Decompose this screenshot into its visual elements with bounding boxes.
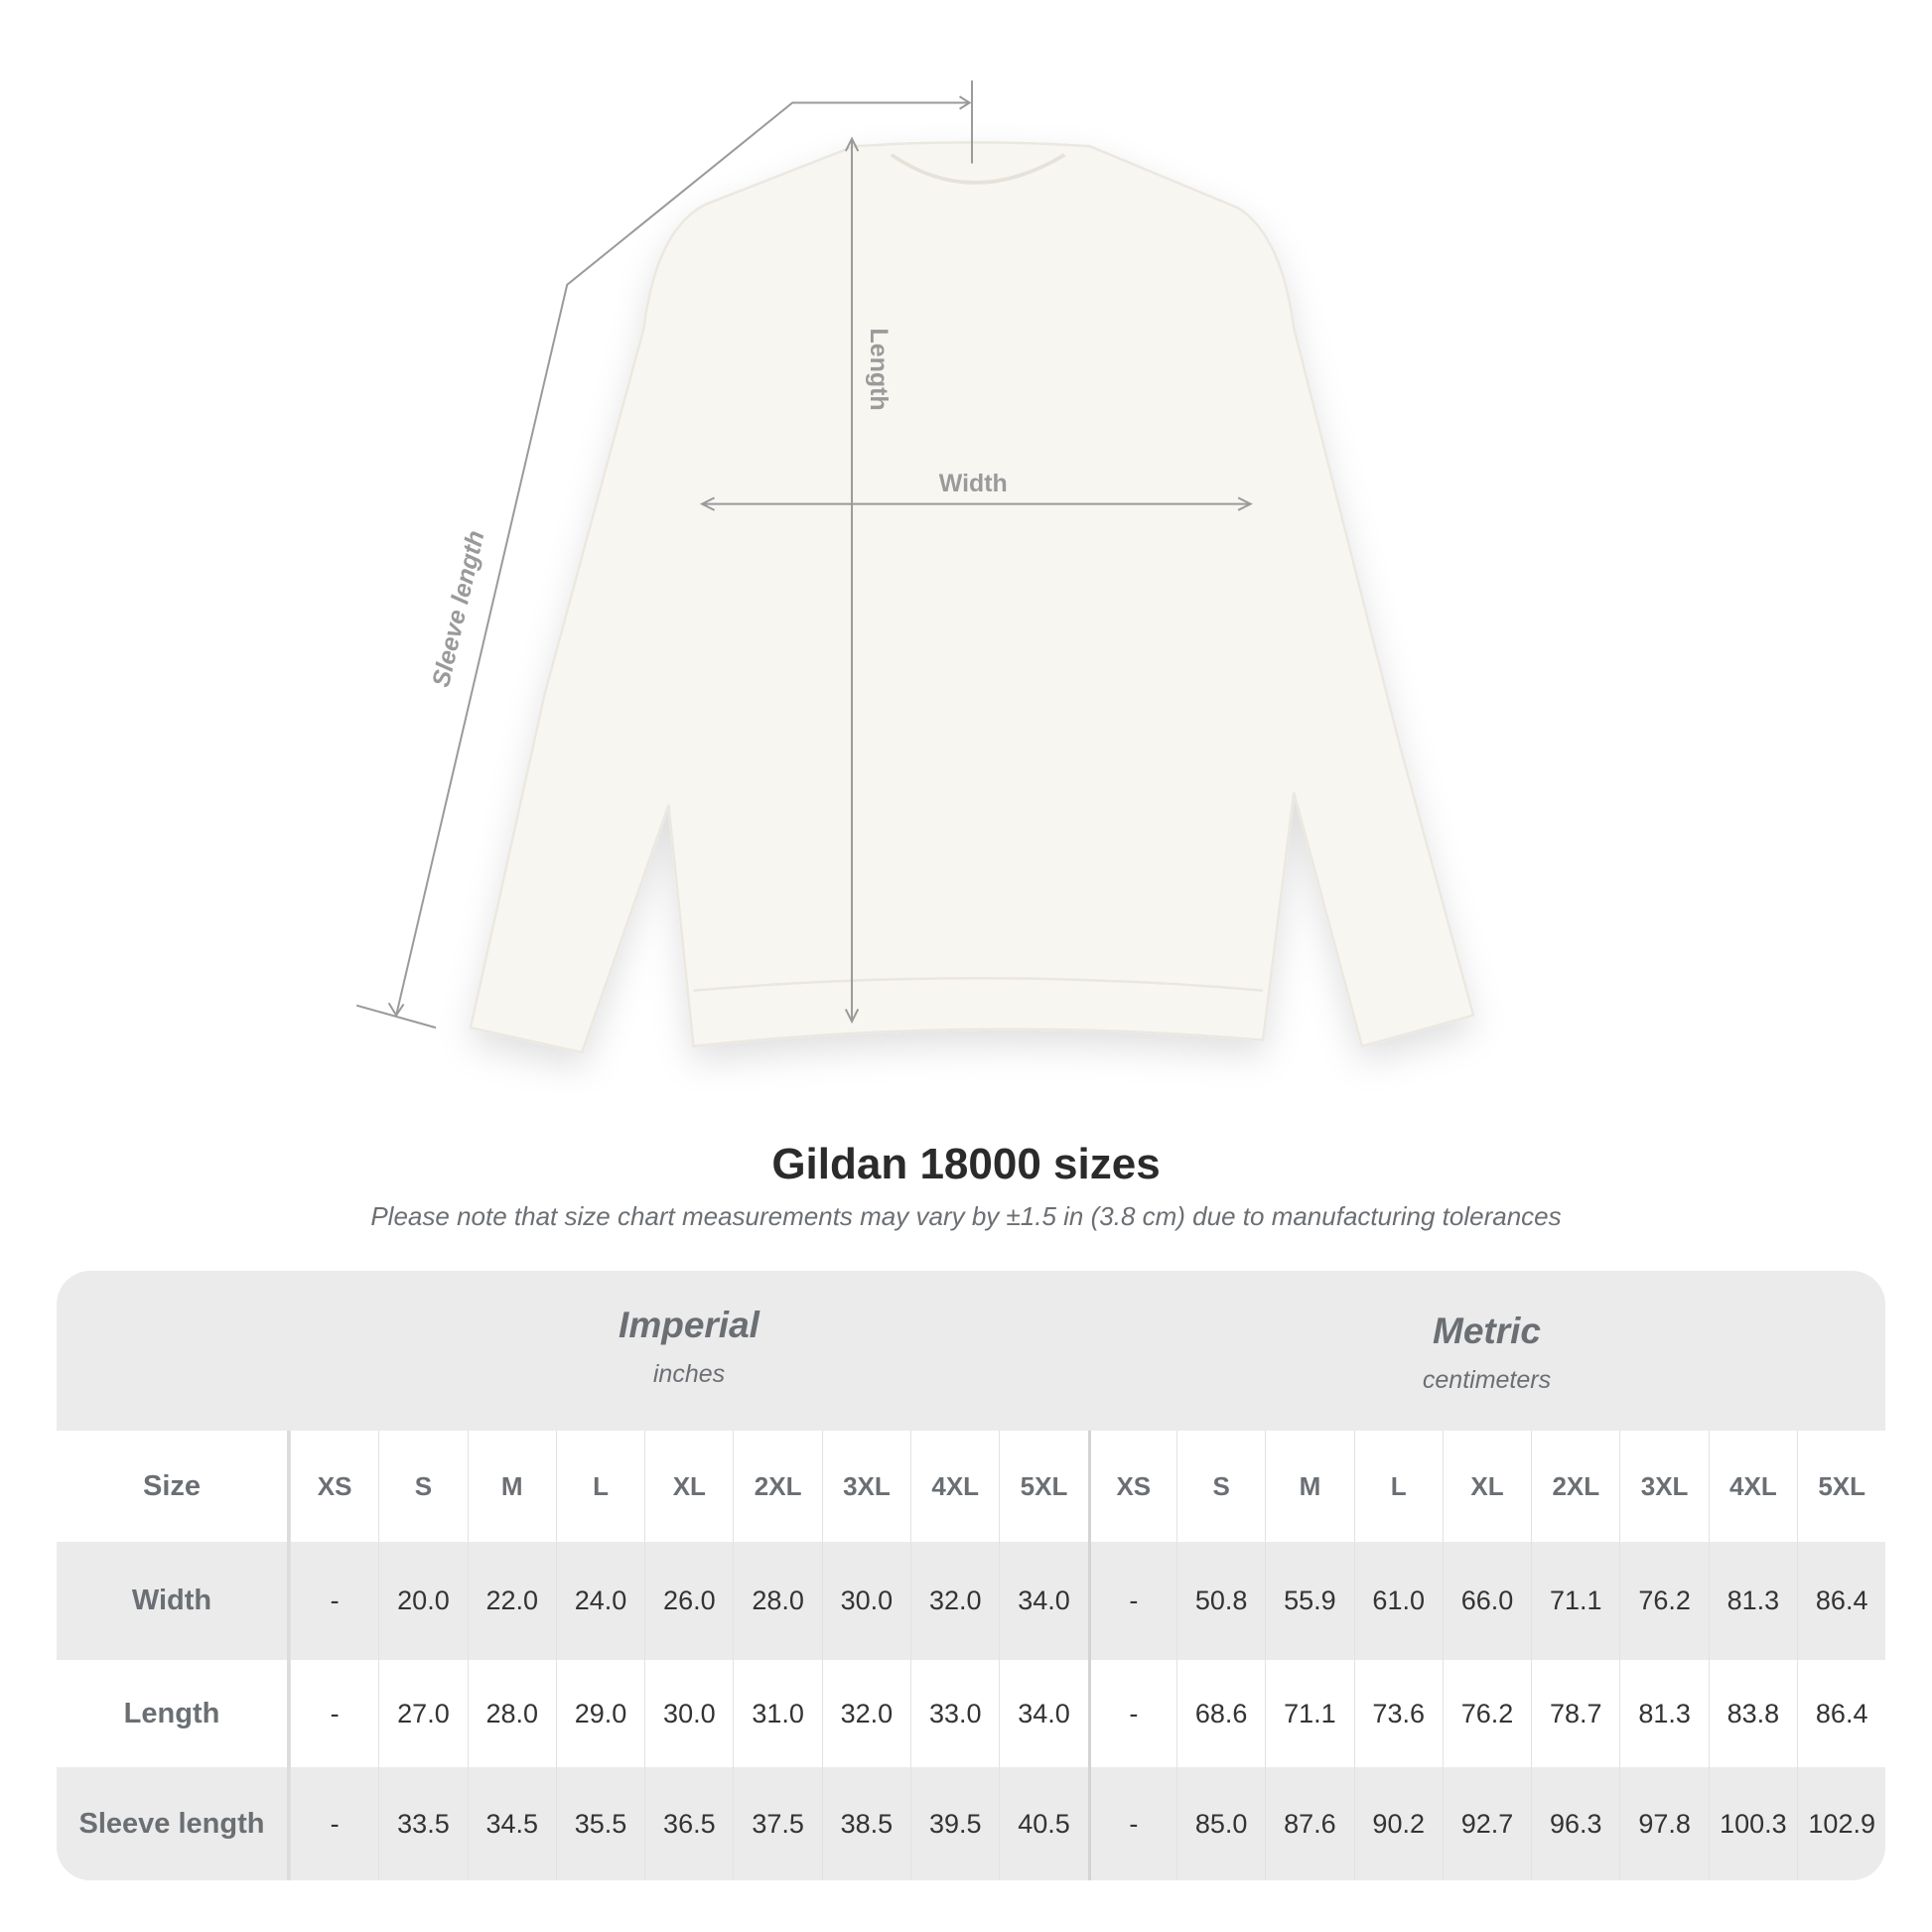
table-cell: 87.6 <box>1265 1767 1353 1880</box>
table-cell: 81.3 <box>1619 1660 1708 1767</box>
size-header-cell: XL <box>1442 1431 1531 1542</box>
table-row: Width -20.0 22.0 24.0 26.0 28.0 30.0 32.0 34.0-5… <box>57 1542 1885 1660</box>
imperial-header: Imperial inches <box>619 1305 759 1388</box>
table-cell: 32.0 <box>821 1660 910 1767</box>
table-cell: 39.5 <box>910 1767 999 1880</box>
size-header-cell: 3XL <box>1619 1431 1708 1542</box>
size-header-cell: 5XL <box>999 1431 1087 1542</box>
table-cell: 97.8 <box>1619 1767 1708 1880</box>
metric-header: Metric centimeters <box>1422 1311 1552 1394</box>
table-cell: 30.0 <box>644 1660 733 1767</box>
size-header-row: Size XS S M L XL 2XL 3XL 4XL 5XL XS S M L XL 2XL 3XL 4XL… <box>57 1431 1885 1542</box>
table-cell: 96.3 <box>1531 1767 1619 1880</box>
table-cell: 83.8 <box>1708 1660 1797 1767</box>
table-cell: 76.2 <box>1442 1660 1531 1767</box>
size-label: Size <box>57 1431 290 1542</box>
length-label: Length <box>865 328 893 410</box>
table-cell: - <box>1087 1767 1176 1880</box>
table-cell: 26.0 <box>644 1542 733 1660</box>
table-cell: 76.2 <box>1619 1542 1708 1660</box>
size-header-cell: XS <box>1087 1431 1176 1542</box>
row-band <box>57 1542 1885 1660</box>
table-cell: 66.0 <box>1442 1542 1531 1660</box>
table-row: Length -27.0 28.0 29.0 30.0 31.0 32.0 33.0 34.0-… <box>57 1660 1885 1767</box>
sweatshirt-image <box>469 141 1475 1054</box>
table-cell: 35.5 <box>555 1767 644 1880</box>
width-label: Width <box>939 470 1008 497</box>
table-cell: 90.2 <box>1353 1767 1443 1880</box>
table-cell: 37.5 <box>733 1767 821 1880</box>
table-cell: 27.0 <box>378 1660 467 1767</box>
table-cell: 71.1 <box>1265 1660 1353 1767</box>
table-cell: - <box>290 1660 378 1767</box>
table-cell: 34.0 <box>999 1660 1087 1767</box>
table-cell: - <box>290 1542 378 1660</box>
tolerance-note: Please note that size chart measurements… <box>370 1201 1562 1231</box>
size-header-cell: L <box>1353 1431 1443 1542</box>
size-header-cell: 3XL <box>821 1431 910 1542</box>
table-cell: 81.3 <box>1708 1542 1797 1660</box>
size-header-cell: 5XL <box>1797 1431 1885 1542</box>
row-label: Width <box>57 1542 290 1660</box>
table-cell: 50.8 <box>1175 1542 1265 1660</box>
size-header-cell: L <box>555 1431 644 1542</box>
table-cell: 28.0 <box>733 1542 821 1660</box>
table-cell: 34.5 <box>467 1767 556 1880</box>
table-cell: - <box>290 1767 378 1880</box>
size-table: Imperial inches Metric centimeters Size … <box>57 1271 1885 1880</box>
table-cell: 86.4 <box>1797 1660 1885 1767</box>
header-band <box>57 1271 1885 1431</box>
table-cell: 71.1 <box>1531 1542 1619 1660</box>
table-cell: 24.0 <box>555 1542 644 1660</box>
table-cell: 22.0 <box>467 1542 556 1660</box>
table-cell: 34.0 <box>999 1542 1087 1660</box>
table-cell: 68.6 <box>1175 1660 1265 1767</box>
table-cell: 36.5 <box>644 1767 733 1880</box>
measurement-lines <box>355 80 1253 1030</box>
table-cell: 100.3 <box>1708 1767 1797 1880</box>
table-cell: 33.5 <box>378 1767 467 1880</box>
table-cell: - <box>1087 1660 1176 1767</box>
table-cell: 30.0 <box>821 1542 910 1660</box>
table-row: Sleeve length -33.5 34.5 35.5 36.5 37.5 38.5 39… <box>57 1767 1885 1880</box>
table-cell: 86.4 <box>1797 1542 1885 1660</box>
table-cell: 78.7 <box>1531 1660 1619 1767</box>
table-cell: - <box>1087 1542 1176 1660</box>
size-header-cell: 2XL <box>1531 1431 1619 1542</box>
table-cell: 32.0 <box>910 1542 999 1660</box>
size-header-cell: 4XL <box>910 1431 999 1542</box>
size-header-cell: S <box>1175 1431 1265 1542</box>
table-cell: 40.5 <box>999 1767 1087 1880</box>
table-cell: 31.0 <box>733 1660 821 1767</box>
row-label: Sleeve length <box>57 1767 290 1880</box>
table-cell: 85.0 <box>1175 1767 1265 1880</box>
size-header-cell: 4XL <box>1708 1431 1797 1542</box>
page-title: Gildan 18000 sizes <box>771 1140 1161 1188</box>
table-cell: 20.0 <box>378 1542 467 1660</box>
size-header-cell: M <box>1265 1431 1353 1542</box>
size-header-cell: S <box>378 1431 467 1542</box>
row-label: Length <box>57 1660 290 1767</box>
table-cell: 33.0 <box>910 1660 999 1767</box>
table-cell: 92.7 <box>1442 1767 1531 1880</box>
sweatshirt-diagram: Length Width Sleeve length <box>355 80 1475 1054</box>
sleeve-length-label: Sleeve length <box>427 528 489 690</box>
size-header-cell: 2XL <box>733 1431 821 1542</box>
row-band <box>57 1767 1885 1880</box>
table-cell: 61.0 <box>1353 1542 1443 1660</box>
table-cell: 28.0 <box>467 1660 556 1767</box>
table-cell: 29.0 <box>555 1660 644 1767</box>
size-header-cell: XS <box>290 1431 378 1542</box>
table-cell: 38.5 <box>821 1767 910 1880</box>
size-header-cell: XL <box>644 1431 733 1542</box>
table-cell: 55.9 <box>1265 1542 1353 1660</box>
table-cell: 102.9 <box>1797 1767 1885 1880</box>
table-cell: 73.6 <box>1353 1660 1443 1767</box>
size-header-cell: M <box>467 1431 556 1542</box>
